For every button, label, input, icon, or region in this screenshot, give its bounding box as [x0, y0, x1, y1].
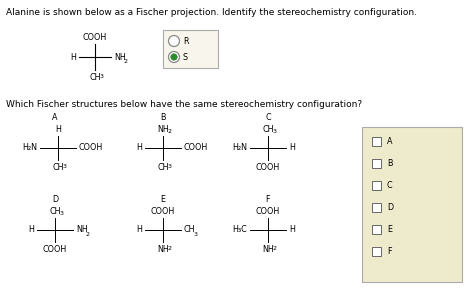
Text: 2: 2 — [124, 59, 128, 64]
Text: COOH: COOH — [256, 207, 280, 216]
Text: B: B — [160, 113, 166, 122]
Text: NH: NH — [114, 53, 126, 62]
Text: D: D — [387, 204, 393, 213]
Text: CH: CH — [89, 73, 101, 82]
Text: 2: 2 — [85, 232, 90, 237]
Circle shape — [168, 51, 180, 62]
Text: 3: 3 — [168, 164, 172, 169]
Bar — [362, 127, 462, 282]
Text: D: D — [52, 195, 58, 204]
Text: H₃C: H₃C — [232, 225, 247, 234]
Text: A: A — [387, 138, 392, 147]
Text: COOH: COOH — [184, 144, 208, 152]
Text: COOH: COOH — [79, 144, 103, 152]
Bar — [372, 203, 381, 212]
Text: H: H — [55, 125, 61, 134]
Text: 3: 3 — [60, 211, 64, 216]
Bar — [372, 159, 381, 168]
Circle shape — [168, 36, 180, 47]
Bar — [372, 137, 381, 146]
Text: 3: 3 — [273, 129, 277, 134]
Text: COOH: COOH — [83, 33, 107, 42]
Text: 2: 2 — [273, 246, 277, 251]
Text: Alanine is shown below as a Fischer projection. Identify the stereochemistry con: Alanine is shown below as a Fischer proj… — [6, 8, 417, 17]
Text: E: E — [387, 225, 392, 234]
Text: H: H — [136, 225, 142, 234]
Text: H: H — [28, 225, 34, 234]
Circle shape — [171, 54, 177, 60]
Text: H: H — [289, 225, 295, 234]
Text: 3: 3 — [63, 164, 67, 169]
Text: F: F — [387, 248, 392, 257]
Text: S: S — [183, 53, 188, 62]
Text: B: B — [387, 159, 392, 169]
Text: NH: NH — [76, 225, 88, 234]
Text: COOH: COOH — [43, 245, 67, 254]
Text: COOH: COOH — [151, 207, 175, 216]
Text: H: H — [136, 144, 142, 152]
Text: CH: CH — [52, 163, 64, 172]
Text: C: C — [265, 113, 271, 122]
Text: Which Fischer structures below have the same stereochemistry configuration?: Which Fischer structures below have the … — [6, 100, 362, 109]
Text: H₂N: H₂N — [22, 144, 37, 152]
Text: NH: NH — [157, 245, 169, 254]
Bar — [372, 247, 381, 256]
Text: A: A — [52, 113, 58, 122]
Text: NH: NH — [262, 245, 274, 254]
Text: 2: 2 — [168, 246, 172, 251]
Text: C: C — [387, 181, 392, 190]
Text: CH: CH — [184, 225, 195, 234]
Text: H: H — [289, 144, 295, 152]
Bar — [163, 30, 218, 68]
Bar — [372, 181, 381, 190]
Text: R: R — [183, 36, 189, 45]
Text: F: F — [266, 195, 270, 204]
Text: CH: CH — [157, 163, 169, 172]
Text: E: E — [161, 195, 165, 204]
Text: 3: 3 — [100, 74, 104, 79]
Text: 2: 2 — [168, 129, 172, 134]
Text: CH: CH — [262, 125, 274, 134]
Text: H: H — [70, 53, 76, 62]
Bar — [372, 225, 381, 234]
Text: COOH: COOH — [256, 163, 280, 172]
Text: 3: 3 — [193, 232, 198, 237]
Text: CH: CH — [49, 207, 61, 216]
Text: NH: NH — [157, 125, 169, 134]
Text: H₂N: H₂N — [232, 144, 247, 152]
